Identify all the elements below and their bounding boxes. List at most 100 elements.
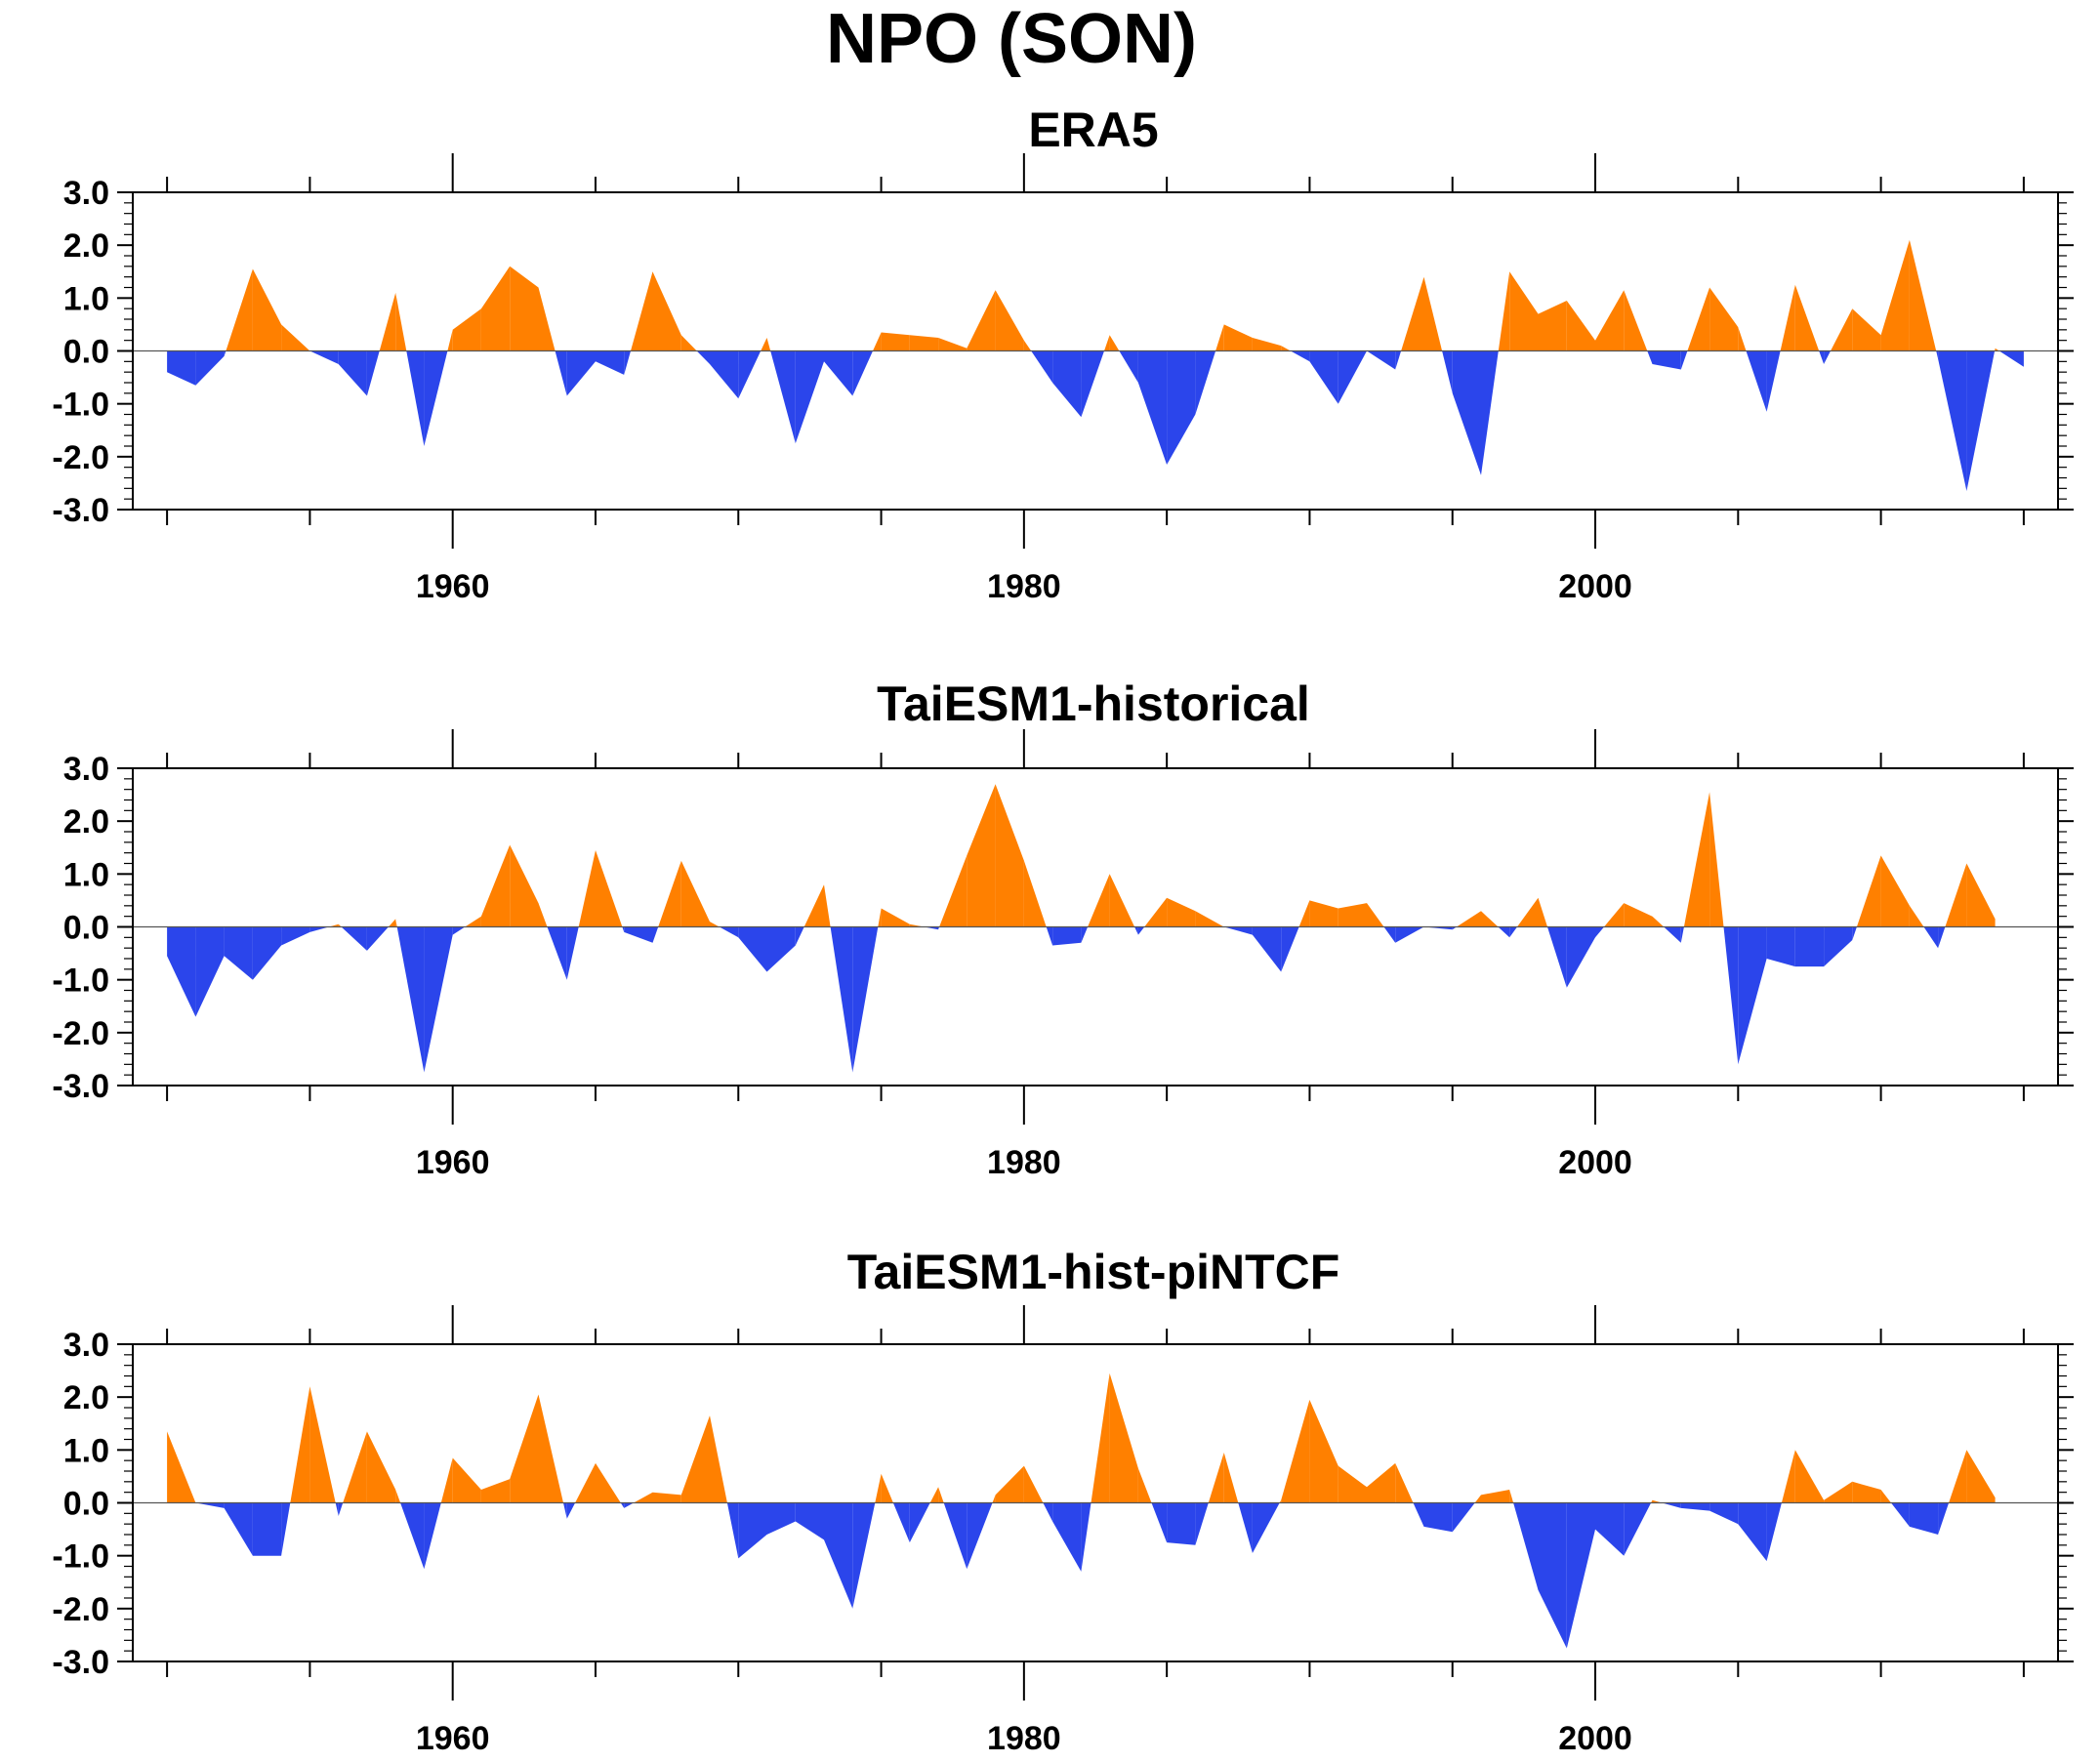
y-tick-label: -3.0 <box>52 1068 109 1105</box>
positive-anomaly-area <box>1195 911 1224 927</box>
positive-anomaly-area <box>1651 1499 1653 1503</box>
positive-anomaly-area <box>1023 860 1047 927</box>
positive-anomaly-area <box>1109 335 1120 351</box>
negative-anomaly-area <box>1309 350 1338 404</box>
negative-anomaly-area <box>366 350 380 396</box>
y-tick-label: -1.0 <box>52 963 109 1000</box>
negative-anomaly-area <box>252 1502 282 1556</box>
negative-anomaly-area <box>1624 1502 1652 1556</box>
positive-anomaly-area <box>680 860 710 927</box>
y-tick-label: 0.0 <box>63 1486 109 1523</box>
positive-anomaly-area <box>1995 348 1999 351</box>
negative-anomaly-area <box>738 926 767 972</box>
positive-anomaly-area <box>1538 897 1547 927</box>
x-tick-label: 1980 <box>987 1720 1061 1757</box>
positive-anomaly-area <box>680 335 697 351</box>
positive-anomaly-area <box>1456 911 1481 927</box>
positive-anomaly-area <box>1367 903 1384 927</box>
positive-anomaly-area <box>1794 284 1820 351</box>
data-point <box>2023 0 2024 1</box>
negative-anomaly-area <box>738 1502 767 1559</box>
positive-anomaly-area <box>1781 1450 1795 1503</box>
negative-anomaly-area <box>224 926 253 980</box>
positive-anomaly-area <box>1298 900 1310 927</box>
positive-anomaly-area <box>343 1431 367 1503</box>
negative-anomaly-area <box>195 350 225 386</box>
negative-anomaly-area <box>224 350 226 356</box>
negative-anomaly-area <box>1746 350 1767 412</box>
negative-anomaly-area <box>1498 926 1510 938</box>
positive-anomaly-area <box>1909 905 1924 927</box>
negative-anomaly-area <box>452 926 466 935</box>
negative-anomaly-area <box>1936 350 1939 359</box>
positive-anomaly-area <box>538 903 548 927</box>
positive-anomaly-area <box>226 268 253 351</box>
positive-anomaly-area <box>538 287 556 351</box>
positive-anomaly-area <box>652 1492 681 1503</box>
negative-anomaly-area <box>1766 926 1795 967</box>
positive-anomaly-area <box>366 1431 396 1503</box>
negative-anomaly-area <box>1662 1502 1681 1508</box>
positive-anomaly-area <box>1509 1490 1514 1503</box>
positive-anomaly-area <box>1109 1373 1138 1503</box>
negative-anomaly-area <box>1395 350 1402 370</box>
negative-anomaly-area <box>1824 350 1831 364</box>
positive-anomaly-area <box>1023 1465 1044 1503</box>
y-tick-label: 3.0 <box>63 175 109 212</box>
positive-anomaly-area <box>658 860 681 927</box>
negative-anomaly-area <box>424 926 453 1073</box>
negative-anomaly-area <box>852 350 873 396</box>
y-tick-label: -3.0 <box>52 1644 109 1681</box>
negative-anomaly-area <box>1723 926 1739 1065</box>
negative-anomaly-area <box>1452 1502 1475 1533</box>
positive-anomaly-area <box>995 290 1024 351</box>
negative-anomaly-area <box>795 1502 824 1540</box>
positive-anomaly-area <box>578 850 596 927</box>
positive-anomaly-area <box>1338 903 1367 927</box>
negative-anomaly-area <box>1052 1502 1082 1572</box>
negative-anomaly-area <box>1766 350 1781 412</box>
x-tick-label: 1980 <box>987 1144 1061 1181</box>
positive-anomaly-area <box>480 1479 511 1503</box>
positive-anomaly-area <box>1852 1481 1881 1503</box>
positive-anomaly-area <box>596 850 623 927</box>
negative-anomaly-area <box>1134 926 1138 935</box>
positive-anomaly-area <box>510 1394 539 1503</box>
negative-anomaly-area <box>1938 1502 1950 1535</box>
negative-anomaly-area <box>1824 926 1853 967</box>
negative-anomaly-area <box>338 350 367 396</box>
negative-anomaly-area <box>795 926 804 946</box>
x-tick-label: 2000 <box>1558 1720 1632 1757</box>
negative-anomaly-area <box>1566 926 1595 988</box>
positive-anomaly-area <box>878 908 882 927</box>
positive-anomaly-area <box>452 1457 481 1503</box>
negative-anomaly-area <box>341 926 367 951</box>
negative-anomaly-area <box>252 926 282 980</box>
positive-anomaly-area <box>1481 911 1499 927</box>
negative-anomaly-area <box>770 350 796 444</box>
positive-anomaly-area <box>1949 1450 1967 1503</box>
y-tick-label: 2.0 <box>63 227 109 265</box>
positive-anomaly-area <box>1780 284 1795 351</box>
negative-anomaly-area <box>738 350 762 399</box>
positive-anomaly-area <box>447 329 453 351</box>
negative-anomaly-area <box>1413 1502 1424 1527</box>
negative-anomaly-area <box>1290 350 1310 362</box>
negative-anomaly-area <box>824 350 853 396</box>
positive-anomaly-area <box>388 919 396 927</box>
negative-anomaly-area <box>852 1502 876 1609</box>
positive-anomaly-area <box>252 268 282 351</box>
negative-anomaly-area <box>1043 1502 1053 1522</box>
negative-anomaly-area <box>1891 1502 1910 1527</box>
positive-anomaly-area <box>480 266 511 351</box>
negative-anomaly-area <box>1938 350 1967 491</box>
negative-anomaly-area <box>1738 926 1767 1065</box>
y-tick-label: -1.0 <box>52 1538 109 1576</box>
negative-anomaly-area <box>1031 350 1053 383</box>
positive-anomaly-area <box>1517 897 1539 927</box>
negative-anomaly-area <box>1998 350 2024 367</box>
negative-anomaly-area <box>1151 1502 1168 1543</box>
negative-anomaly-area <box>1794 926 1825 967</box>
data-point <box>2023 0 2024 1</box>
